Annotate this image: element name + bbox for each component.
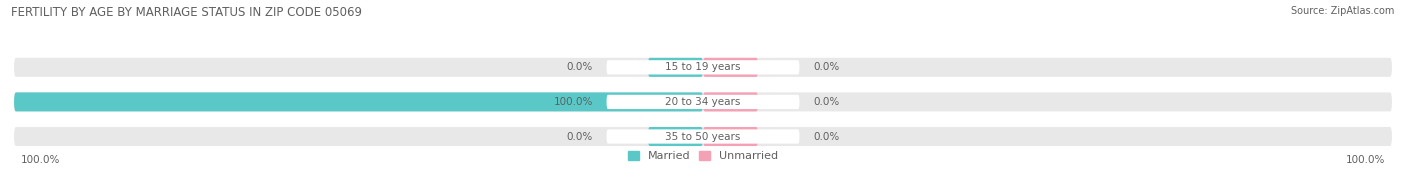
- FancyBboxPatch shape: [14, 58, 1392, 77]
- FancyBboxPatch shape: [648, 58, 703, 77]
- FancyBboxPatch shape: [606, 129, 800, 144]
- FancyBboxPatch shape: [648, 127, 703, 146]
- Text: 15 to 19 years: 15 to 19 years: [665, 62, 741, 72]
- Text: 0.0%: 0.0%: [813, 62, 839, 72]
- Text: 0.0%: 0.0%: [567, 132, 593, 142]
- FancyBboxPatch shape: [14, 92, 1392, 112]
- FancyBboxPatch shape: [14, 92, 703, 112]
- Text: FERTILITY BY AGE BY MARRIAGE STATUS IN ZIP CODE 05069: FERTILITY BY AGE BY MARRIAGE STATUS IN Z…: [11, 6, 363, 19]
- Text: 100.0%: 100.0%: [554, 97, 593, 107]
- Text: Source: ZipAtlas.com: Source: ZipAtlas.com: [1291, 6, 1395, 16]
- Text: 100.0%: 100.0%: [1346, 155, 1385, 165]
- FancyBboxPatch shape: [606, 60, 800, 74]
- Text: 100.0%: 100.0%: [21, 155, 60, 165]
- FancyBboxPatch shape: [606, 95, 800, 109]
- Text: 0.0%: 0.0%: [567, 62, 593, 72]
- Text: 20 to 34 years: 20 to 34 years: [665, 97, 741, 107]
- Legend: Married, Unmarried: Married, Unmarried: [627, 151, 779, 161]
- Text: 35 to 50 years: 35 to 50 years: [665, 132, 741, 142]
- FancyBboxPatch shape: [703, 127, 758, 146]
- FancyBboxPatch shape: [703, 92, 758, 112]
- FancyBboxPatch shape: [703, 58, 758, 77]
- Text: 0.0%: 0.0%: [813, 97, 839, 107]
- Text: 0.0%: 0.0%: [813, 132, 839, 142]
- FancyBboxPatch shape: [14, 127, 1392, 146]
